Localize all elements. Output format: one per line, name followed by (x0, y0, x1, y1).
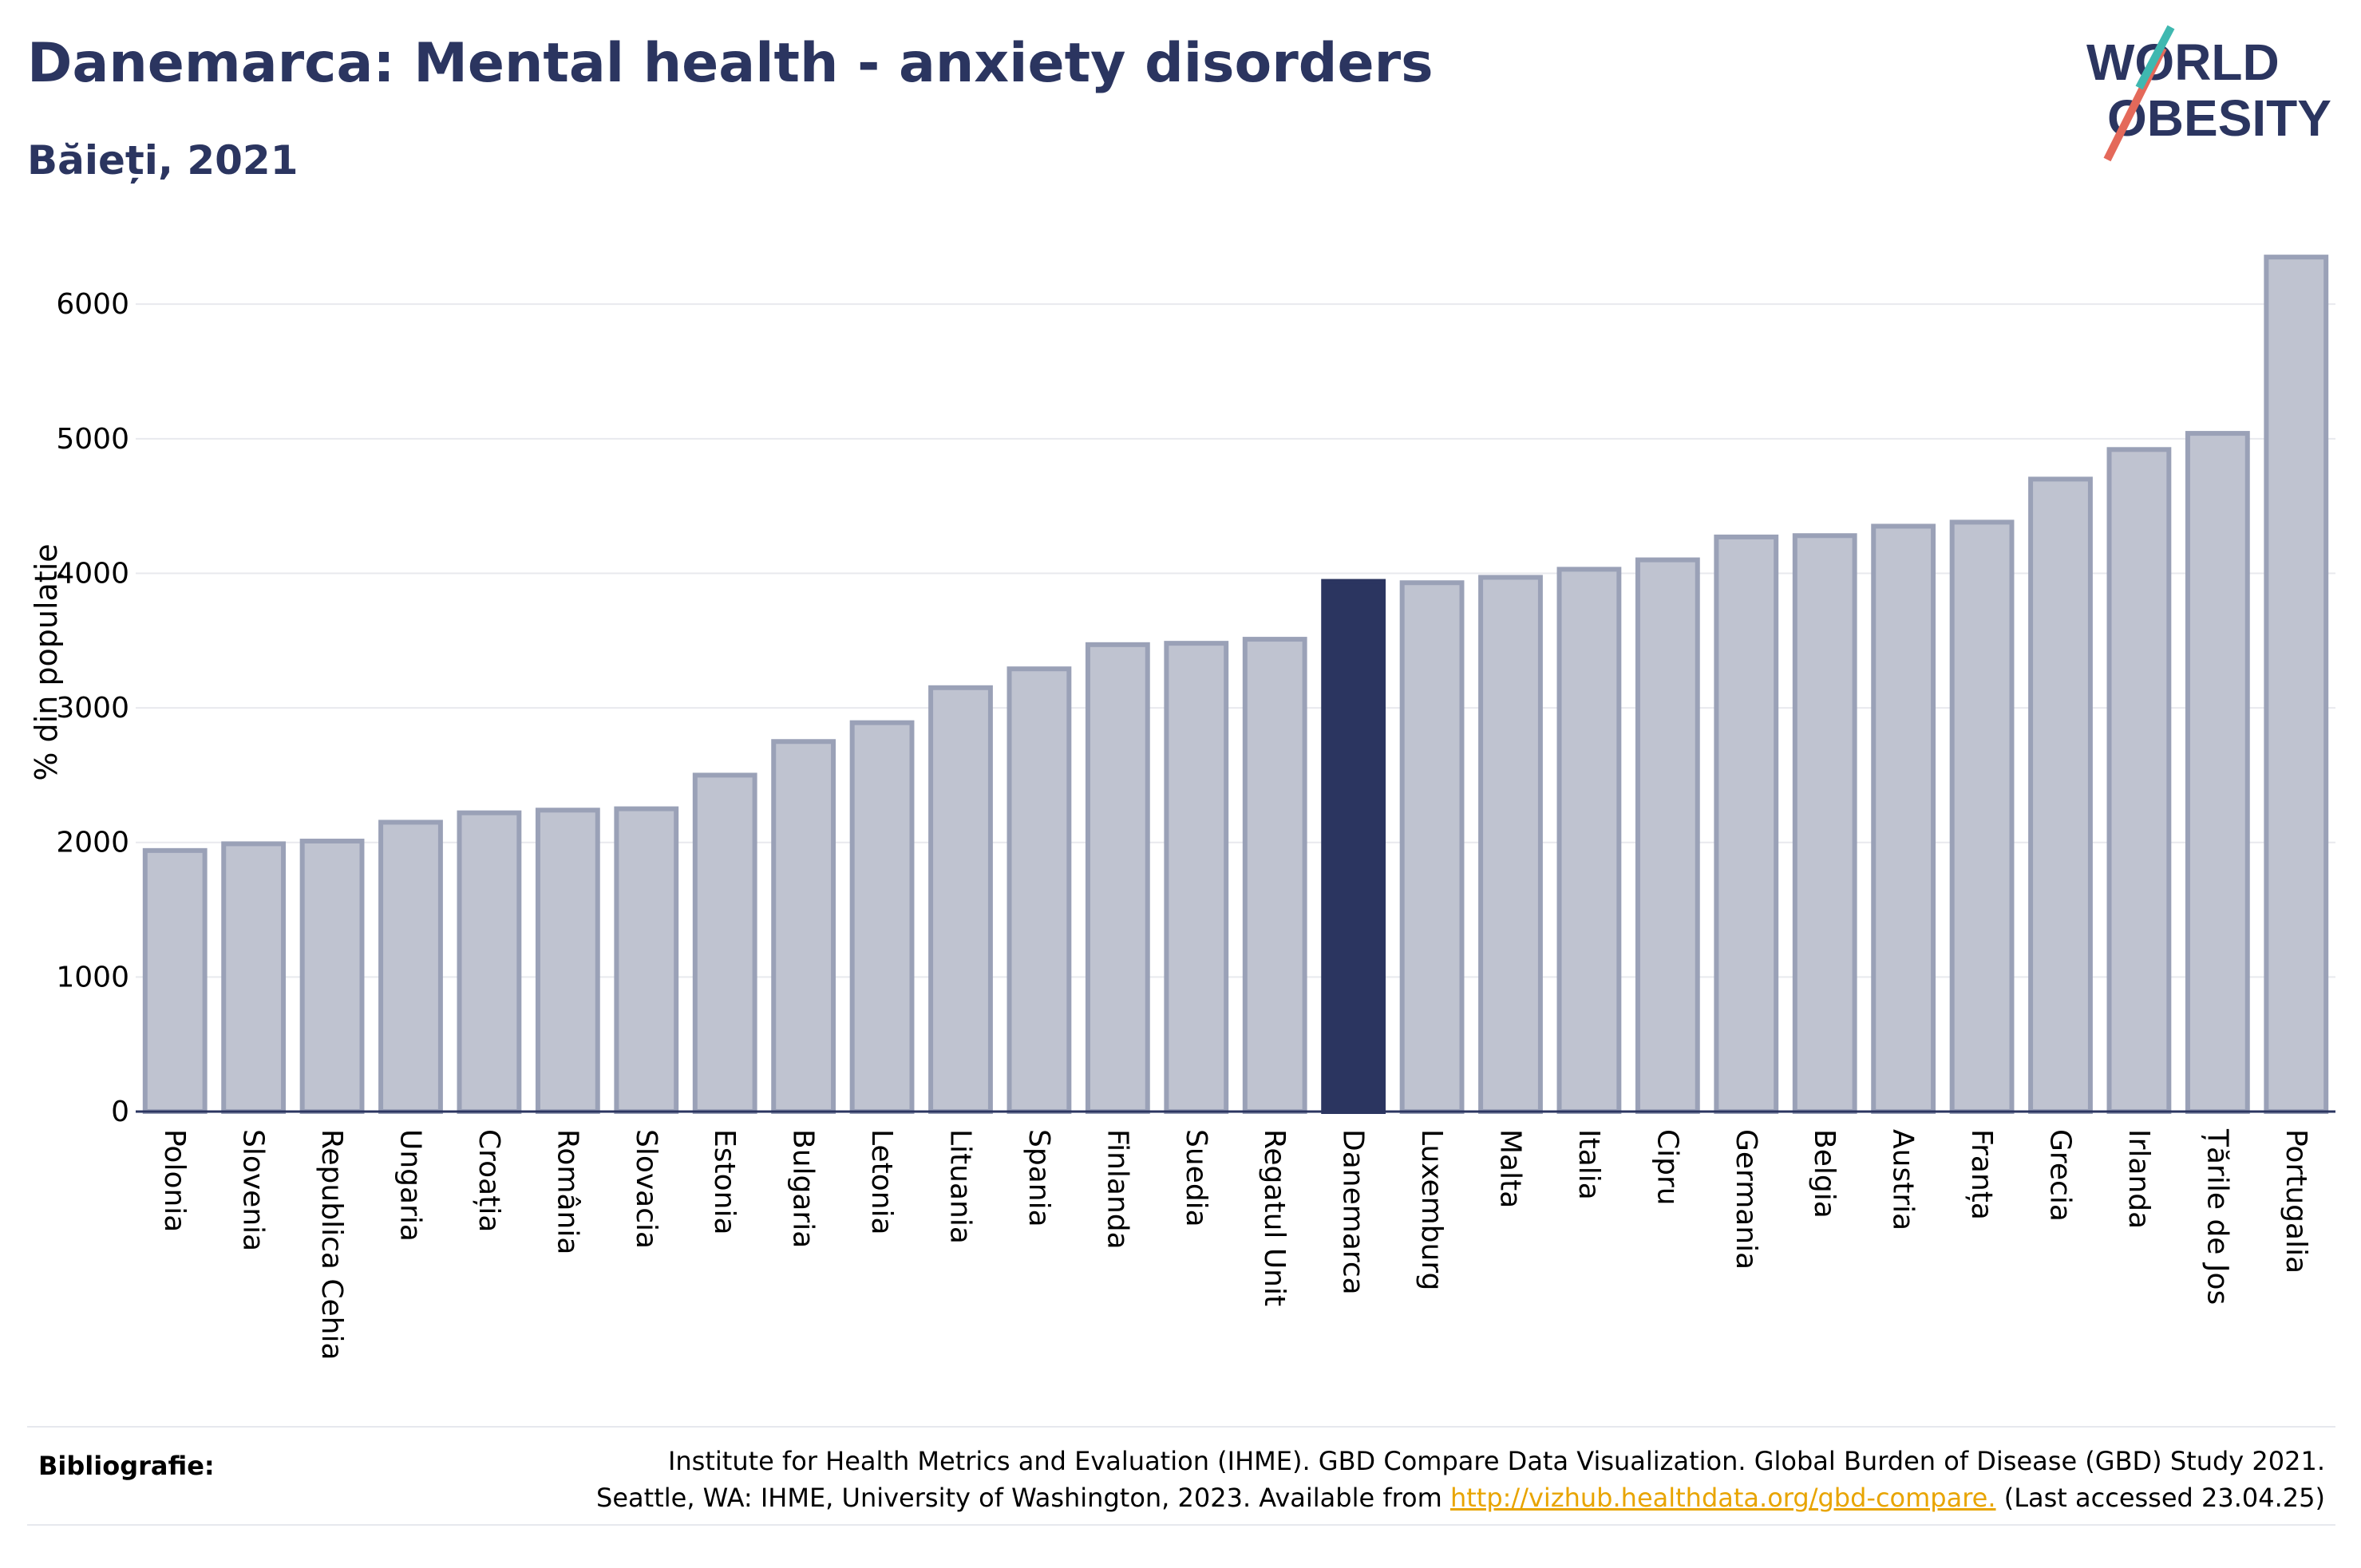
bar (1714, 534, 1779, 1114)
bar (221, 841, 287, 1115)
x-tick-label: Cipru (1651, 1129, 1683, 1206)
bar (1949, 519, 2015, 1114)
y-tick-label: 2000 (56, 827, 129, 859)
x-tick-label: Estonia (708, 1129, 741, 1235)
divider-top (27, 1426, 2335, 1428)
bar (771, 739, 836, 1114)
bar (692, 772, 757, 1115)
y-tick-label: 4000 (56, 557, 129, 590)
y-tick-label: 3000 (56, 692, 129, 725)
y-tick-label: 5000 (56, 423, 129, 456)
bibliography-link[interactable]: http://vizhub.healthdata.org/gbd-compare… (1449, 1483, 1996, 1513)
chart-title: Danemarca: Mental health - anxiety disor… (27, 32, 1434, 95)
x-tick-label: Lituania (944, 1129, 977, 1244)
bar (614, 806, 679, 1114)
x-tick-label: Grecia (2044, 1129, 2077, 1222)
y-tick-label: 1000 (56, 961, 129, 993)
bar (142, 847, 208, 1114)
x-tick-label: Danemarca (1337, 1129, 1370, 1295)
bar (299, 839, 365, 1114)
bar (2185, 431, 2250, 1114)
x-tick-label: Germania (1730, 1129, 1762, 1270)
bar (1006, 666, 1072, 1114)
bar (1478, 575, 1543, 1114)
x-tick-label: Portugalia (2280, 1129, 2312, 1274)
x-tick-label: Belgia (1808, 1129, 1841, 1218)
x-tick-label: Slovenia (237, 1129, 270, 1251)
bibliography-line-1: Institute for Health Metrics and Evaluat… (667, 1446, 2325, 1476)
bar (1242, 637, 1307, 1114)
x-tick-label: Finlanda (1101, 1129, 1133, 1250)
bibliography-line-2-suffix: (Last accessed 23.04.25) (2003, 1483, 2325, 1513)
y-tick-label: 0 (111, 1096, 129, 1128)
x-tick-label: Slovacia (630, 1129, 662, 1249)
bar (928, 685, 993, 1114)
x-tick-label: Malta (1494, 1129, 1527, 1208)
bar-chart: 0 1000 2000 3000 4000 5000 6000 Polonia Slovenia… (56, 255, 2335, 1361)
x-tick-label: Republica Cehia (315, 1129, 348, 1361)
divider-bottom (27, 1524, 2335, 1526)
bar (849, 720, 915, 1115)
x-tick-label: România (551, 1129, 583, 1254)
bibliography-text: Institute for Health Metrics and Evaluat… (596, 1443, 2325, 1516)
x-tick-label: Țările de Jos (2201, 1128, 2233, 1305)
x-tick-label: Suedia (1180, 1129, 1212, 1227)
bar (1399, 580, 1465, 1114)
x-tick-label: Italia (1572, 1129, 1605, 1200)
x-tick-label: Croația (473, 1129, 505, 1232)
x-tick-label: Austria (1887, 1129, 1920, 1230)
bar (1792, 533, 1857, 1114)
bar (1164, 641, 1229, 1114)
x-tick-label: Polonia (158, 1129, 191, 1232)
x-tick-label: Regatul Unit (1258, 1129, 1291, 1306)
bar (1635, 557, 1700, 1114)
bar (2028, 476, 2093, 1114)
bibliography-label: Bibliografie: (38, 1451, 215, 1481)
world-obesity-logo: WORLD OBESITY (2086, 25, 2331, 162)
bibliography-line-2-prefix: Seattle, WA: IHME, University of Washing… (596, 1483, 1442, 1513)
x-tick-label: Ungaria (394, 1129, 427, 1242)
x-tick-label: Letonia (865, 1129, 898, 1235)
bar (1556, 567, 1622, 1114)
bar (1085, 642, 1150, 1114)
bar (2264, 255, 2329, 1115)
bar (378, 820, 443, 1114)
y-tick-label: 6000 (56, 288, 129, 321)
bar (535, 808, 600, 1114)
svg-text:OBESITY: OBESITY (2107, 89, 2331, 147)
x-tick-label: Irlanda (2122, 1129, 2155, 1229)
bar (1321, 579, 1386, 1114)
x-tick-label: Franța (1965, 1129, 1998, 1220)
svg-text:WORLD: WORLD (2086, 34, 2280, 91)
bar (1871, 523, 1936, 1114)
x-tick-label: Spania (1022, 1129, 1055, 1227)
chart-subtitle: Băieți, 2021 (27, 137, 299, 184)
x-tick-label: Luxemburg (1415, 1129, 1448, 1290)
bar (2106, 447, 2172, 1114)
bar (457, 810, 522, 1114)
bibliography-line-2: Seattle, WA: IHME, University of Washing… (596, 1479, 2325, 1516)
x-tick-label: Bulgaria (787, 1129, 820, 1248)
